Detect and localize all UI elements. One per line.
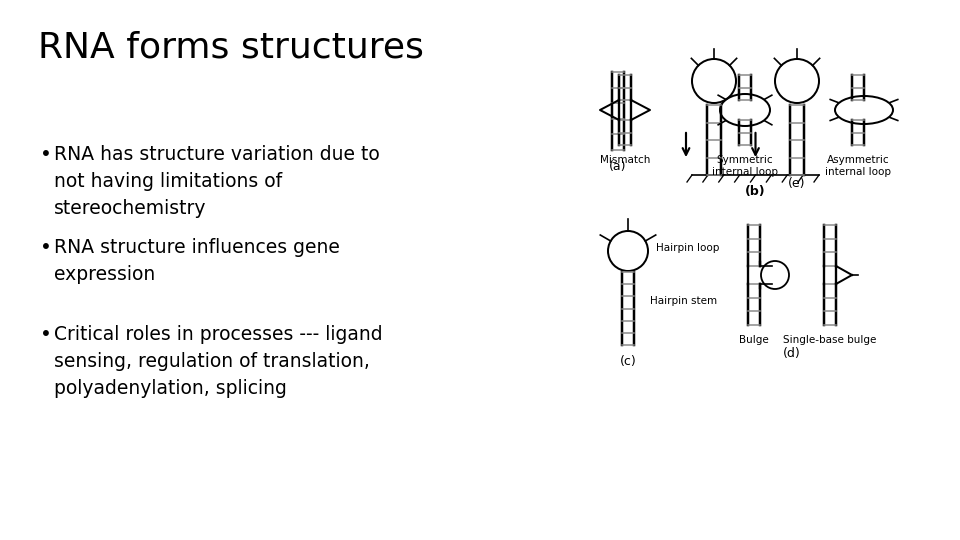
Text: (c): (c) (619, 355, 636, 368)
Text: Single-base bulge: Single-base bulge (783, 335, 876, 345)
Text: •: • (40, 238, 52, 257)
Text: RNA forms structures: RNA forms structures (38, 30, 424, 64)
Text: Symmetric
internal loop: Symmetric internal loop (712, 155, 778, 178)
Text: •: • (40, 145, 52, 164)
Text: Critical roles in processes --- ligand
sensing, regulation of translation,
polya: Critical roles in processes --- ligand s… (54, 325, 383, 399)
Text: •: • (40, 325, 52, 344)
Text: Mismatch: Mismatch (600, 155, 650, 165)
Text: RNA has structure variation due to
not having limitations of
stereochemistry: RNA has structure variation due to not h… (54, 145, 380, 219)
Text: (d): (d) (783, 347, 801, 360)
Text: RNA structure influences gene
expression: RNA structure influences gene expression (54, 238, 340, 284)
Text: (b): (b) (745, 185, 766, 198)
Text: Hairpin stem: Hairpin stem (650, 295, 717, 306)
Text: Hairpin loop: Hairpin loop (656, 243, 719, 253)
Text: (a): (a) (610, 160, 627, 173)
Text: Bulge: Bulge (739, 335, 769, 345)
Text: Asymmetric
internal loop: Asymmetric internal loop (825, 155, 891, 178)
Text: (e): (e) (788, 177, 805, 190)
